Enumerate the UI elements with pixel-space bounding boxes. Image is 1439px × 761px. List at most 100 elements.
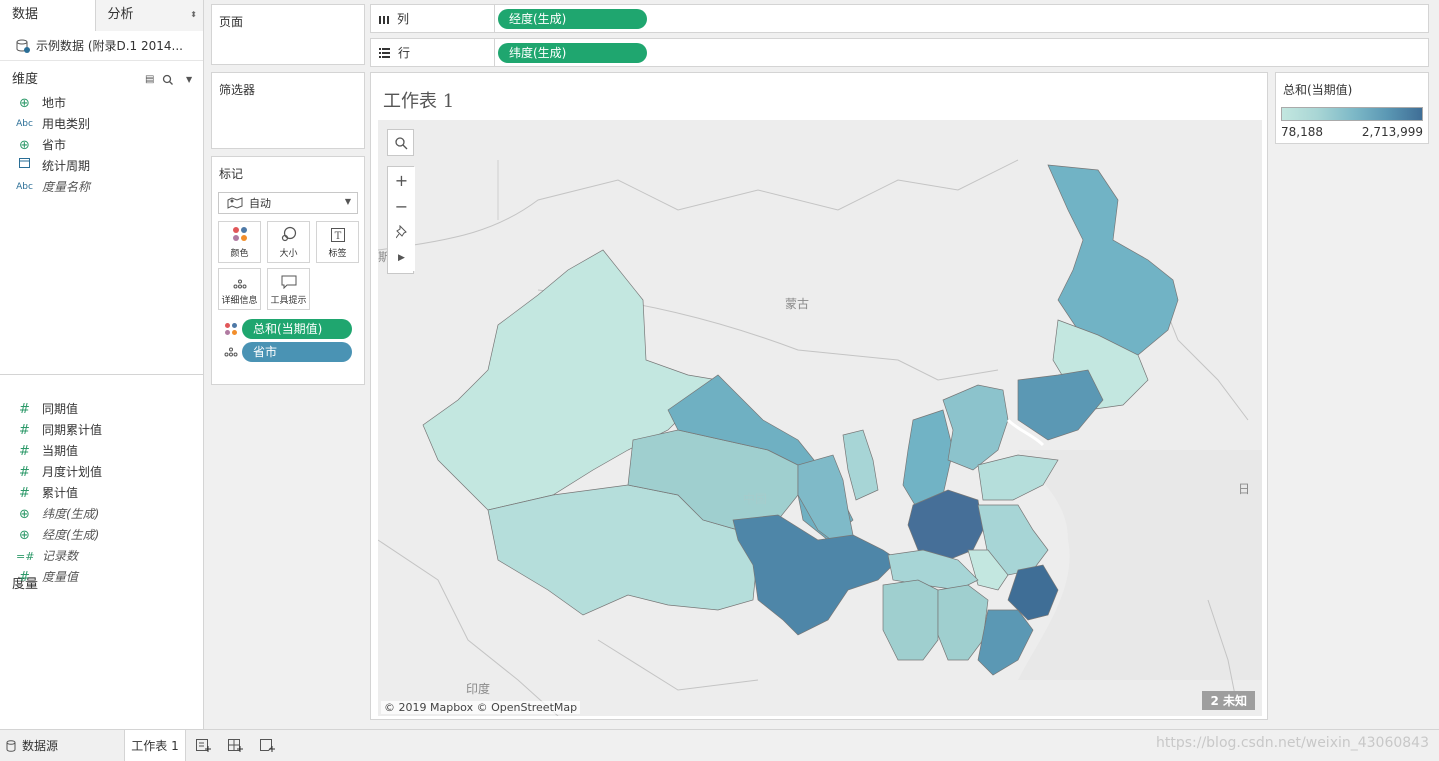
columns-shelf[interactable]: 列 经度(生成) (370, 4, 1429, 33)
tab-analysis[interactable]: 分析 ⬍ (95, 0, 203, 31)
chevron-down-icon[interactable]: ▼ (186, 75, 193, 84)
detail-dots-icon (233, 279, 247, 289)
list-view-icon[interactable]: ▤ (145, 74, 155, 85)
sheet-tab-bar: 数据源 工作表 1 https://blog.csdn.net/weixin_4… (0, 729, 1439, 761)
field-dim-measure-names[interactable]: Abc 度量名称 (0, 177, 203, 198)
province-shape (842, 429, 879, 501)
detail-button[interactable]: 详细信息 (218, 268, 261, 310)
province-shape (937, 584, 989, 661)
field-dim-city[interactable]: ⊕ 地市 (0, 93, 203, 114)
map-toolbar: + − ▶ (387, 166, 415, 274)
database-icon (16, 39, 30, 53)
color-dots-icon (224, 322, 238, 336)
tab-datasource-label: 数据源 (22, 739, 59, 753)
size-button[interactable]: 大小 (267, 221, 310, 263)
tab-sheet-1[interactable]: 工作表 1 (124, 730, 186, 761)
abc-icon: Abc (16, 182, 33, 192)
data-pane: 数据 分析 ⬍ 示例数据 (附录D.1 2014... 维度 ▤ ▼ ⊕ 地市 … (0, 0, 204, 729)
auto-mark-icon (227, 197, 243, 209)
size-label: 大小 (279, 249, 298, 259)
watermark: https://blog.csdn.net/weixin_43060843 (1155, 735, 1429, 751)
legend-min: 78,188 (1281, 125, 1323, 139)
field-measure[interactable]: ⊕ 经度(生成) (0, 525, 204, 546)
filters-card[interactable]: 筛选器 (211, 72, 365, 149)
color-pill-row[interactable]: 总和(当期值) (224, 319, 356, 339)
field-label: 记录数 (42, 549, 79, 563)
rows-label: 行 (398, 46, 411, 60)
field-measure[interactable]: # 同期累计值 (0, 420, 204, 441)
latitude-pill[interactable]: 纬度(生成) (498, 42, 647, 63)
province-shape (942, 384, 1009, 471)
field-label: 纬度(生成) (42, 507, 100, 521)
database-icon (6, 739, 16, 752)
province-pill[interactable]: 省市 (242, 342, 352, 362)
number-icon: # (19, 423, 30, 438)
tooltip-button[interactable]: 工具提示 (267, 268, 310, 310)
calendar-icon (16, 156, 33, 177)
color-button[interactable]: 颜色 (218, 221, 261, 263)
map-copyright[interactable]: © 2019 Mapbox © OpenStreetMap (381, 701, 581, 714)
chevron-down-icon: ▼ (344, 197, 351, 206)
zoom-out-button[interactable]: − (388, 193, 415, 219)
new-story-button[interactable] (257, 730, 279, 761)
field-measure[interactable]: # 累计值 (0, 483, 204, 504)
number-icon: # (19, 486, 30, 501)
map-search-button[interactable] (387, 129, 414, 156)
label-button[interactable]: T 标签 (316, 221, 359, 263)
rows-shelf[interactable]: 行 纬度(生成) (370, 38, 1429, 67)
tab-sort-icon[interactable]: ⬍ (190, 10, 197, 19)
unknown-indicator[interactable]: 2 未知 (1202, 691, 1255, 710)
measures-header: 度量 (0, 572, 204, 598)
field-measure[interactable]: =# 记录数 (0, 546, 204, 567)
rows-icon (379, 47, 390, 58)
pin-map-button[interactable] (388, 219, 415, 245)
province-shape (882, 579, 939, 661)
field-dim-period[interactable]: 统计周期 (0, 156, 203, 177)
new-worksheet-button[interactable] (193, 730, 215, 761)
longitude-pill[interactable]: 经度(生成) (498, 8, 647, 29)
field-measure[interactable]: # 当期值 (0, 441, 204, 462)
worksheet-title[interactable]: 工作表 1 (383, 91, 455, 112)
tab-sheet-1-label: 工作表 1 (131, 739, 179, 753)
color-legend[interactable]: 总和(当期值) 78,188 2,713,999 (1275, 72, 1429, 144)
map-label-japan-partial: 日 (1238, 482, 1251, 496)
field-measure[interactable]: # 同期值 (0, 399, 204, 420)
globe-icon: ⊕ (19, 96, 30, 111)
field-dim-category[interactable]: Abc 用电类别 (0, 114, 203, 135)
tooltip-label: 工具提示 (270, 296, 307, 306)
field-label: 用电类别 (42, 117, 91, 131)
field-measure[interactable]: # 度量值 (0, 567, 204, 588)
tab-data[interactable]: 数据 (0, 0, 96, 31)
dimensions-title: 维度 (12, 72, 39, 87)
zoom-in-button[interactable]: + (388, 167, 415, 193)
datasource-item[interactable]: 示例数据 (附录D.1 2014... (0, 31, 203, 61)
detail-pill-row[interactable]: 省市 (224, 342, 356, 362)
detail-dots-icon (224, 347, 238, 357)
pane-tabs: 数据 分析 ⬍ (0, 0, 203, 31)
field-label: 度量名称 (42, 180, 91, 194)
new-dashboard-button[interactable] (225, 730, 247, 761)
dimensions-header: 维度 ▤ ▼ (0, 67, 203, 93)
pane-divider[interactable] (0, 374, 204, 375)
field-measure[interactable]: # 月度计划值 (0, 462, 204, 483)
dimension-list: ⊕ 地市 Abc 用电类别 ⊕ 省市 统计周期 Abc 度量名称 (0, 93, 203, 198)
province-shape (977, 609, 1034, 676)
map-label-china: 中国 (743, 492, 768, 506)
field-dim-province[interactable]: ⊕ 省市 (0, 135, 203, 156)
tooltip-icon (281, 275, 297, 289)
sum-value-pill[interactable]: 总和(当期值) (242, 319, 352, 339)
filled-map[interactable]: 蒙古 中国 印度 斯 日 + − ▶ © 2019 Mapbox © OpenS… (378, 120, 1262, 716)
mark-type-label: 自动 (249, 197, 271, 210)
field-label: 当期值 (42, 444, 79, 458)
number-icon: # (19, 402, 30, 417)
field-label: 同期累计值 (42, 423, 103, 437)
mark-type-dropdown[interactable]: 自动 ▼ (218, 192, 358, 214)
expand-toolbar-button[interactable]: ▶ (388, 245, 415, 271)
pages-card[interactable]: 页面 (211, 4, 365, 65)
tab-datasource[interactable]: 数据源 (4, 730, 120, 761)
search-icon[interactable] (162, 67, 174, 93)
field-label: 同期值 (42, 402, 79, 416)
field-label: 经度(生成) (42, 528, 100, 542)
legend-max: 2,713,999 (1361, 125, 1423, 139)
field-measure[interactable]: ⊕ 纬度(生成) (0, 504, 204, 525)
